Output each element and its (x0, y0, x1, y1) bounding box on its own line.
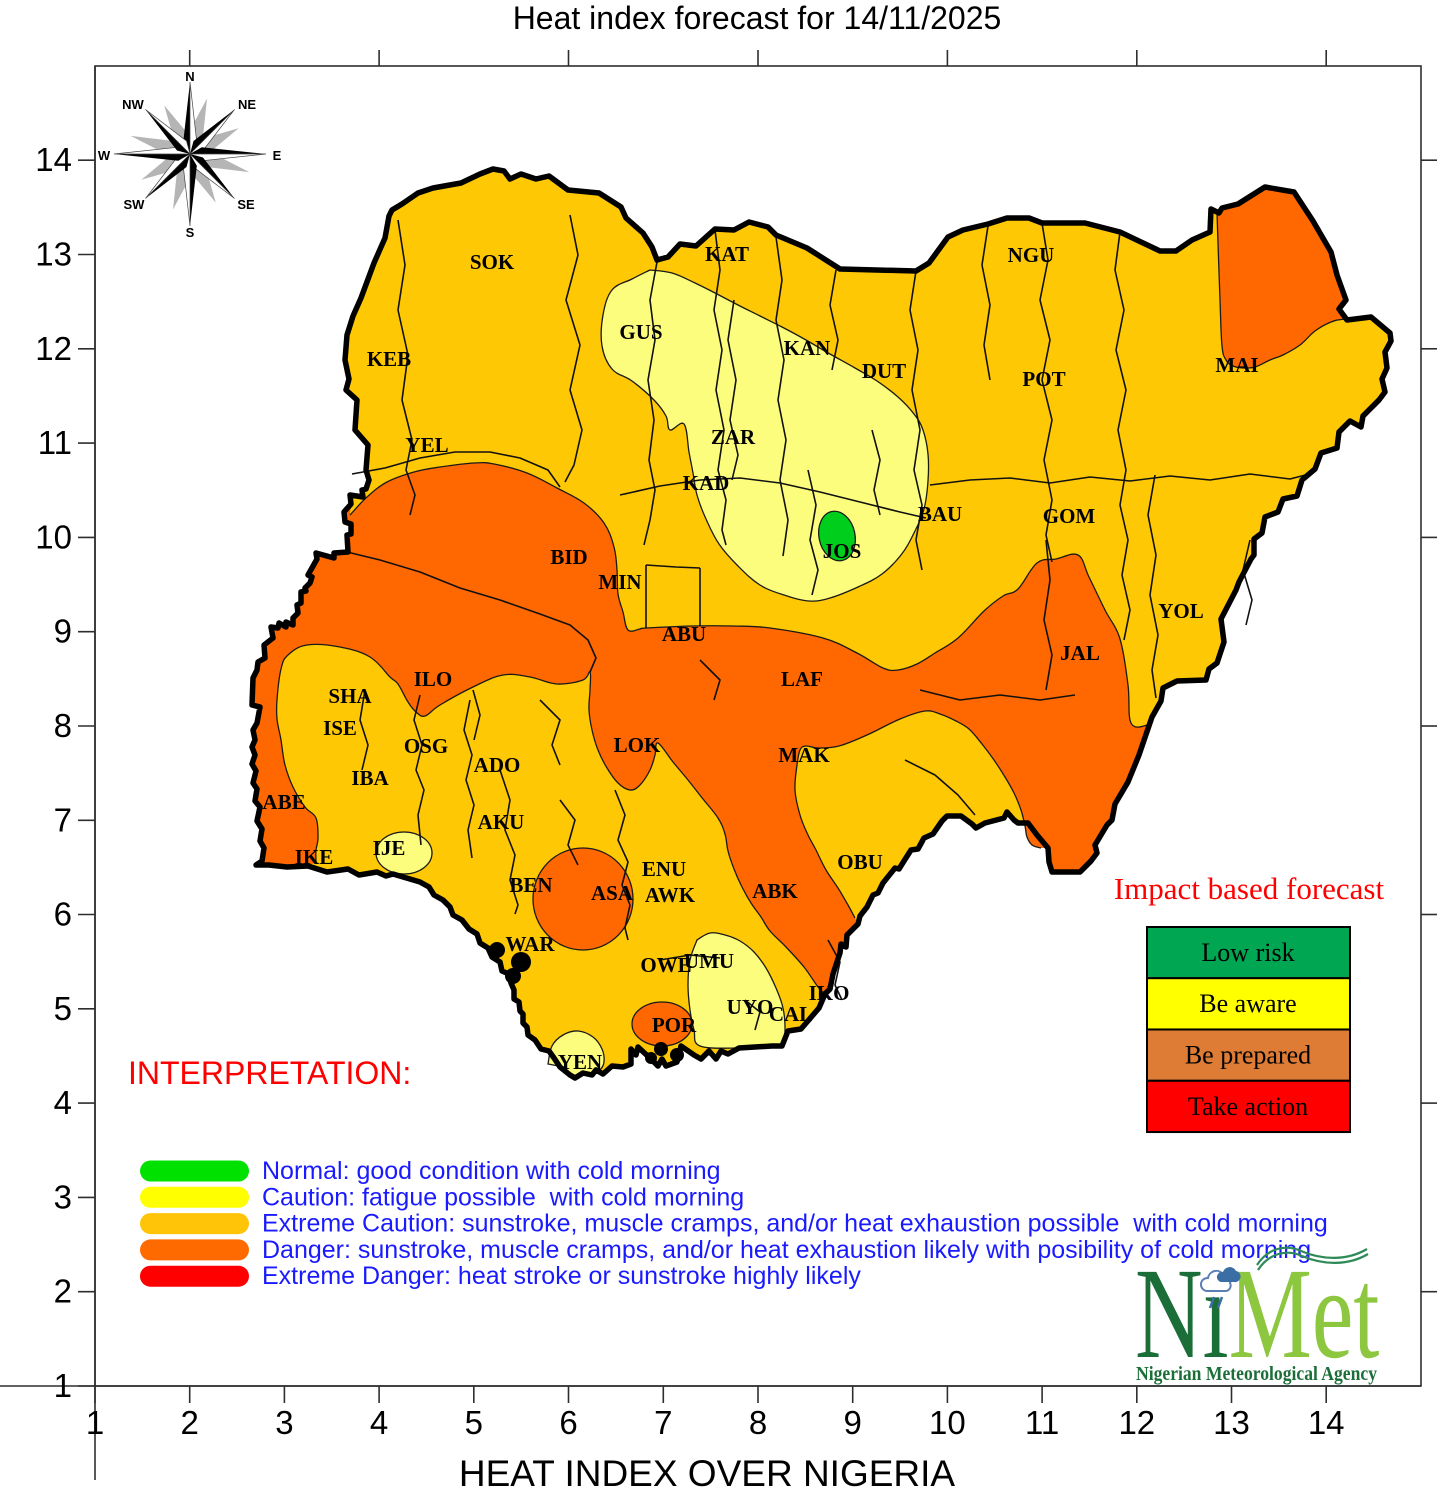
svg-text:YEN: YEN (558, 1050, 602, 1074)
svg-text:OBU: OBU (837, 850, 883, 874)
svg-text:ZAR: ZAR (711, 425, 756, 449)
svg-text:KAT: KAT (705, 242, 749, 266)
svg-text:AWK: AWK (645, 883, 696, 907)
svg-text:4: 4 (54, 1084, 72, 1121)
svg-text:UMU: UMU (684, 949, 734, 973)
svg-text:13: 13 (35, 236, 72, 273)
svg-text:Be prepared: Be prepared (1185, 1041, 1311, 1070)
svg-text:CAL: CAL (769, 1002, 813, 1026)
svg-text:S: S (186, 225, 195, 240)
svg-text:AKU: AKU (478, 810, 525, 834)
svg-text:3: 3 (54, 1178, 72, 1215)
svg-text:Extreme Caution: sunstroke, mu: Extreme Caution: sunstroke, muscle cramp… (262, 1210, 1328, 1238)
svg-text:13: 13 (1213, 1404, 1250, 1441)
svg-text:LOK: LOK (614, 733, 661, 757)
svg-text:LAF: LAF (781, 667, 823, 691)
svg-text:NW: NW (122, 97, 144, 112)
svg-text:9: 9 (844, 1404, 862, 1441)
svg-text:GUS: GUS (619, 320, 662, 344)
svg-text:JAL: JAL (1060, 641, 1100, 665)
svg-text:ASA: ASA (591, 881, 634, 905)
svg-text:POT: POT (1022, 367, 1065, 391)
svg-text:KAD: KAD (683, 471, 730, 495)
svg-text:OSG: OSG (404, 734, 448, 758)
svg-text:ENU: ENU (642, 857, 686, 881)
svg-text:BID: BID (550, 545, 587, 569)
svg-text:SOK: SOK (470, 250, 515, 274)
svg-text:Danger: sunstroke, muscle cram: Danger: sunstroke, muscle cramps, and/or… (262, 1236, 1311, 1264)
svg-text:Take action: Take action (1188, 1092, 1308, 1121)
svg-text:POR: POR (652, 1013, 697, 1037)
svg-text:1: 1 (86, 1404, 104, 1441)
svg-text:OWE: OWE (640, 953, 691, 977)
svg-text:5: 5 (54, 990, 72, 1027)
svg-text:14: 14 (35, 141, 72, 178)
svg-text:Impact based forecast: Impact based forecast (1114, 871, 1385, 906)
svg-text:12: 12 (35, 330, 72, 367)
svg-text:MAI: MAI (1215, 353, 1258, 377)
svg-text:BAU: BAU (918, 502, 962, 526)
svg-text:SHA: SHA (328, 684, 372, 708)
svg-text:4: 4 (370, 1404, 388, 1441)
svg-text:8: 8 (749, 1404, 767, 1441)
svg-text:NıMet: NıMet (1135, 1241, 1379, 1386)
svg-text:UYO: UYO (727, 995, 774, 1019)
svg-text:14: 14 (1308, 1404, 1345, 1441)
svg-text:MAK: MAK (778, 743, 830, 767)
svg-text:E: E (273, 148, 282, 163)
svg-text:Low risk: Low risk (1201, 938, 1294, 967)
svg-text:SE: SE (237, 197, 255, 212)
svg-text:YEL: YEL (405, 433, 448, 457)
svg-text:ABE: ABE (262, 790, 305, 814)
svg-text:5: 5 (465, 1404, 483, 1441)
svg-text:DUT: DUT (862, 359, 906, 383)
svg-text:10: 10 (35, 518, 72, 555)
svg-text:IBA: IBA (351, 766, 389, 790)
svg-text:MIN: MIN (598, 570, 641, 594)
svg-text:Extreme Danger: heat stroke or: Extreme Danger: heat stroke or sunstroke… (262, 1262, 861, 1290)
svg-text:6: 6 (54, 896, 72, 933)
svg-text:Nigerian Meteorological Agency: Nigerian Meteorological Agency (1136, 1363, 1378, 1385)
svg-text:JOS: JOS (823, 539, 862, 563)
svg-text:INTERPRETATION:: INTERPRETATION: (128, 1055, 411, 1091)
svg-text:ABK: ABK (752, 879, 798, 903)
svg-text:N: N (185, 69, 194, 84)
svg-text:Heat index forecast for 14/11/: Heat index forecast for 14/11/2025 (513, 0, 1002, 36)
svg-text:1: 1 (54, 1367, 72, 1404)
svg-text:W: W (98, 148, 111, 163)
svg-text:IKE: IKE (295, 845, 334, 869)
svg-text:WAR: WAR (505, 932, 555, 956)
svg-text:2: 2 (181, 1404, 199, 1441)
svg-text:GOM: GOM (1043, 504, 1096, 528)
svg-text:BEN: BEN (509, 873, 552, 897)
svg-text:Caution: fatigue possible wit: Caution: fatigue possible with cold morn… (262, 1183, 744, 1211)
svg-text:2: 2 (54, 1273, 72, 1310)
svg-text:KEB: KEB (367, 347, 411, 371)
svg-text:IKO: IKO (809, 981, 850, 1005)
svg-text:NE: NE (238, 97, 256, 112)
svg-text:3: 3 (275, 1404, 293, 1441)
svg-text:11: 11 (1025, 1404, 1059, 1441)
svg-text:ILO: ILO (414, 667, 453, 691)
svg-text:11: 11 (38, 424, 72, 461)
svg-text:7: 7 (654, 1404, 672, 1441)
svg-text:ABU: ABU (662, 622, 706, 646)
svg-text:HEAT INDEX OVER NIGERIA: HEAT INDEX OVER NIGERIA (459, 1453, 955, 1494)
svg-text:NGU: NGU (1008, 243, 1055, 267)
svg-text:Be aware: Be aware (1199, 989, 1296, 1018)
svg-text:Normal: good condition with co: Normal: good condition with cold morning (262, 1157, 721, 1185)
svg-text:SW: SW (124, 197, 146, 212)
svg-text:6: 6 (559, 1404, 577, 1441)
svg-text:YOL: YOL (1158, 599, 1204, 623)
svg-text:ADO: ADO (474, 753, 521, 777)
svg-text:9: 9 (54, 613, 72, 650)
svg-text:10: 10 (929, 1404, 966, 1441)
svg-text:KAN: KAN (784, 336, 831, 360)
svg-text:12: 12 (1118, 1404, 1155, 1441)
svg-text:ISE: ISE (323, 716, 357, 740)
svg-text:7: 7 (54, 801, 72, 838)
svg-text:8: 8 (54, 707, 72, 744)
svg-text:IJE: IJE (373, 836, 406, 860)
